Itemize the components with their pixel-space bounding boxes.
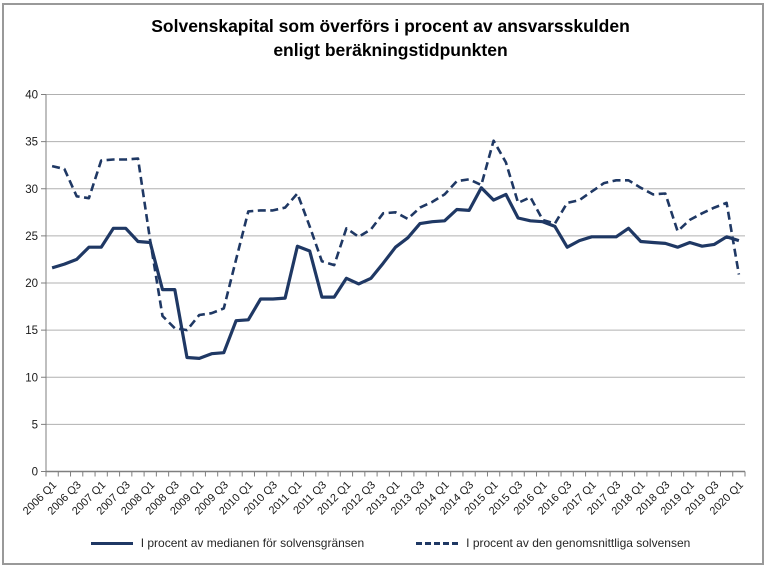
svg-text:10: 10 bbox=[25, 372, 38, 384]
chart-legend: I procent av medianen för solvensgränsen… bbox=[0, 536, 781, 550]
chart-title-line2: enligt beräkningstidpunkten bbox=[273, 40, 508, 61]
legend-label-median: I procent av medianen för solvensgränsen bbox=[140, 536, 365, 550]
svg-text:40: 40 bbox=[25, 90, 38, 102]
chart-title-line1: Solvenskapital som överförs i procent av… bbox=[151, 16, 630, 36]
svg-text:20: 20 bbox=[25, 278, 38, 290]
svg-text:5: 5 bbox=[32, 419, 38, 431]
legend-entry-average: I procent av den genomsnittliga solvense… bbox=[416, 536, 690, 550]
legend-label-average: I procent av den genomsnittliga solvense… bbox=[466, 536, 691, 550]
svg-text:30: 30 bbox=[25, 184, 38, 196]
svg-text:15: 15 bbox=[25, 325, 38, 337]
chart-title: Solvenskapital som överförs i procent av… bbox=[0, 14, 781, 62]
svg-text:35: 35 bbox=[25, 137, 38, 149]
solid-line-swatch-icon bbox=[90, 541, 133, 545]
svg-text:25: 25 bbox=[25, 231, 38, 243]
svg-text:0: 0 bbox=[32, 467, 38, 479]
dashed-line-swatch-icon bbox=[416, 541, 459, 545]
legend-entry-median: I procent av medianen för solvensgränsen bbox=[90, 536, 365, 550]
